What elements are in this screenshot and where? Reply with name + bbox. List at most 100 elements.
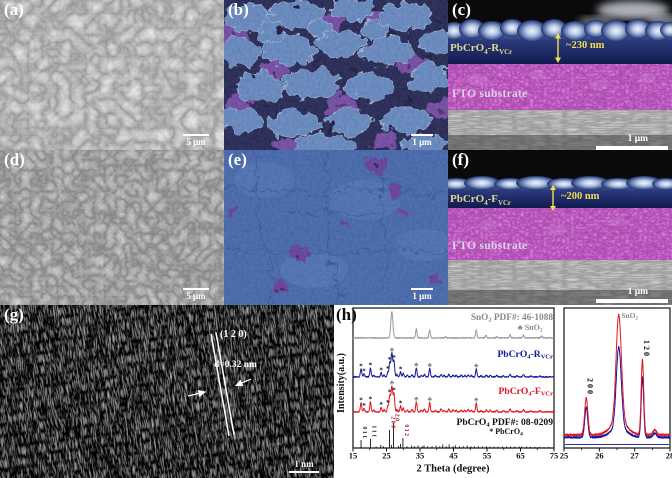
panel-f-cross-section-f: (f) PbCrO4-FVCr ~200 nm FTO substrate 1 … xyxy=(448,150,672,305)
svg-text:*: * xyxy=(369,362,373,370)
svg-text:26: 26 xyxy=(595,451,604,461)
film-layer-label: PbCrO4-RVCr xyxy=(450,42,512,56)
scale-bar-line xyxy=(411,133,433,136)
svg-text:27: 27 xyxy=(630,451,639,461)
film-grain-bumps xyxy=(448,19,672,42)
panel-e-sem-colored: (e) 1 μm xyxy=(224,150,448,305)
svg-text:35: 35 xyxy=(416,451,425,461)
svg-text:*: * xyxy=(388,389,392,397)
thickness-arrow-icon xyxy=(555,33,561,63)
svg-text:♣: ♣ xyxy=(390,379,395,386)
scale-bar-label: 5 μm xyxy=(186,290,206,301)
svg-text:♣: ♣ xyxy=(474,363,479,370)
lattice-fringe-line xyxy=(210,333,230,437)
svg-text:♣: ♣ xyxy=(428,362,433,369)
svg-text:*: * xyxy=(386,365,390,373)
film-layer-label: PbCrO4-FVCr xyxy=(450,193,511,207)
svg-text:♣: ♣ xyxy=(474,397,479,404)
svg-text:1 1 1: 1 1 1 xyxy=(370,425,376,437)
svg-text:*: * xyxy=(362,402,366,410)
svg-text:*: * xyxy=(369,396,373,404)
sem-texture-f xyxy=(448,150,672,305)
panel-label-b: (b) xyxy=(228,0,249,19)
lattice-fringe-line xyxy=(215,332,235,435)
scale-bar-label: 1 μm xyxy=(412,290,432,301)
sem-texture-e xyxy=(224,150,448,305)
film-label-sub: VCr xyxy=(498,200,511,208)
scale-bar-line xyxy=(183,133,209,136)
svg-text:*: * xyxy=(359,396,363,404)
svg-text:PbCrO4 PDF#: 08-0209: PbCrO4 PDF#: 08-0209 xyxy=(456,417,553,429)
spacing-arrow-left xyxy=(187,390,207,398)
svg-text:2 Theta (degree): 2 Theta (degree) xyxy=(416,464,490,475)
scale-bar-g: 1 nm xyxy=(284,459,324,473)
panel-g-hrtem: (g) (1 2 0) d=0.32 nm 1 nm xyxy=(0,305,334,478)
svg-text:1 2 0: 1 2 0 xyxy=(642,340,651,356)
thickness-label: ~230 nm xyxy=(566,40,605,51)
scale-bar-a: 5 μm xyxy=(176,133,216,147)
scale-bar-line xyxy=(411,287,433,290)
fto-layer xyxy=(448,208,672,260)
sem-texture-a xyxy=(0,0,224,150)
scale-bar-e: 1 μm xyxy=(404,287,440,301)
panel-label-g: (g) xyxy=(4,305,24,324)
svg-text:45: 45 xyxy=(449,451,458,461)
film-label-sub: 4 xyxy=(484,49,488,57)
svg-text:28: 28 xyxy=(666,451,672,461)
scale-bar-label: 1 μm xyxy=(627,134,648,144)
svg-text:55: 55 xyxy=(483,451,492,461)
panel-b-sem-colored: (b) 1 μm xyxy=(224,0,448,150)
svg-text:25: 25 xyxy=(560,451,569,461)
svg-text:*: * xyxy=(379,366,383,374)
svg-text:♣: ♣ xyxy=(390,346,395,353)
svg-text:*: * xyxy=(362,367,366,375)
film-label-part: PbCrO xyxy=(450,193,485,205)
d-spacing-label: d=0.32 nm xyxy=(214,360,257,370)
thickness-label: ~200 nm xyxy=(561,191,600,202)
svg-text:2 0 0: 2 0 0 xyxy=(586,378,595,394)
scale-bar-line xyxy=(183,287,209,290)
film-label-sub: 4 xyxy=(484,200,488,208)
svg-text:*: * xyxy=(379,401,383,409)
svg-text:0 1 2: 0 1 2 xyxy=(403,424,409,436)
svg-text:*: * xyxy=(388,356,392,364)
scale-bar-label: 1 μm xyxy=(627,287,648,297)
svg-text:*: * xyxy=(392,354,396,362)
svg-text:15: 15 xyxy=(349,451,358,461)
panel-a-sem-top-view: (a) 5 μm xyxy=(0,0,224,150)
spacing-arrow-right xyxy=(234,378,252,387)
svg-text:*: * xyxy=(386,399,390,407)
thickness-arrow-icon xyxy=(550,185,556,211)
panel-label-c: (c) xyxy=(452,0,471,19)
scale-bar-b: 1 μm xyxy=(404,133,440,147)
film-label-sub: VCr xyxy=(499,49,513,57)
scale-bar-d: 5 μm xyxy=(176,287,216,301)
panel-label-h: (h) xyxy=(336,305,357,324)
scale-bar-label: 1 μm xyxy=(412,136,432,147)
svg-text:1 2 0: 1 2 0 xyxy=(394,409,400,421)
substrate-label: FTO substrate xyxy=(452,88,528,100)
svg-text:65: 65 xyxy=(516,451,525,461)
svg-text:PbCrO4-RVCr: PbCrO4-RVCr xyxy=(497,349,553,361)
lattice-plane-label: (1 2 0) xyxy=(220,329,247,340)
svg-text:SnO2 PDF#: 46-1088: SnO2 PDF#: 46-1088 xyxy=(471,313,554,324)
svg-text:*: * xyxy=(399,365,403,373)
svg-text:*: * xyxy=(399,399,403,407)
panel-label-e: (e) xyxy=(228,150,247,169)
substrate-label: FTO substrate xyxy=(452,240,528,252)
film-label-part: -F xyxy=(487,193,499,205)
svg-text:25: 25 xyxy=(382,451,391,461)
svg-text:♣: ♣ xyxy=(414,362,419,369)
panel-label-f: (f) xyxy=(452,150,469,169)
svg-text:♣: ♣ xyxy=(428,396,433,403)
scale-bar-label: 5 μm xyxy=(186,136,206,147)
film-label-part: PbCrO xyxy=(450,42,485,54)
svg-text:PbCrO4-FVCr: PbCrO4-FVCr xyxy=(499,386,554,398)
fto-layer xyxy=(448,64,672,110)
glass-layer xyxy=(448,110,672,150)
svg-text:♣: ♣ xyxy=(414,396,419,403)
panel-label-a: (a) xyxy=(4,0,24,19)
hrtem-texture xyxy=(0,305,334,478)
